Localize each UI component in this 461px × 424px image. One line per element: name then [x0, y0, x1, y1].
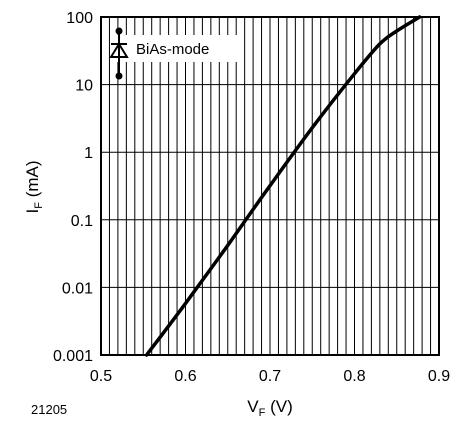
x-tick-label: 0.7 [259, 368, 281, 385]
x-axis-label: VF (V) [247, 397, 292, 419]
y-tick-label: 100 [66, 10, 93, 27]
x-tick-label: 0.9 [428, 368, 450, 385]
tick-labels: 0.5 0.6 0.7 0.8 0.9 0.001 0.01 0.1 1 10 100 [53, 10, 450, 385]
x-tick-label: 0.6 [174, 368, 196, 385]
grid [101, 17, 439, 355]
diode-icon [109, 27, 129, 80]
figure-id: 21205 [31, 402, 67, 417]
x-tick-label: 0.8 [343, 368, 365, 385]
y-tick-label: 1 [84, 145, 93, 162]
legend-label: BiAs-mode [136, 41, 209, 58]
y-tick-label: 0.001 [53, 348, 93, 365]
y-tick-label: 0.1 [71, 213, 93, 230]
series-line [144, 15, 422, 357]
plot-frame [100, 16, 440, 356]
y-tick-label: 10 [75, 78, 93, 95]
y-tick-label: 0.01 [62, 280, 93, 297]
data-series [144, 15, 422, 357]
legend-background [110, 35, 240, 62]
y-axis-label: IF (mA) [23, 160, 45, 213]
legend: BiAs-mode [109, 27, 240, 80]
x-tick-label: 0.5 [90, 368, 112, 385]
